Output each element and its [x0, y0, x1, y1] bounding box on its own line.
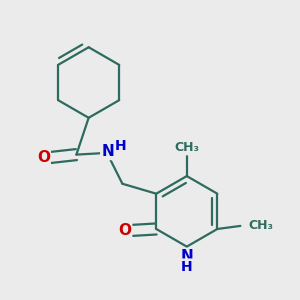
Text: O: O: [118, 223, 131, 238]
Text: CH₃: CH₃: [174, 141, 199, 154]
Text: H: H: [115, 139, 127, 153]
Text: N: N: [101, 144, 114, 159]
Text: H: H: [181, 260, 193, 274]
Text: N: N: [180, 249, 193, 264]
Text: CH₃: CH₃: [248, 219, 273, 232]
Text: O: O: [37, 150, 50, 165]
